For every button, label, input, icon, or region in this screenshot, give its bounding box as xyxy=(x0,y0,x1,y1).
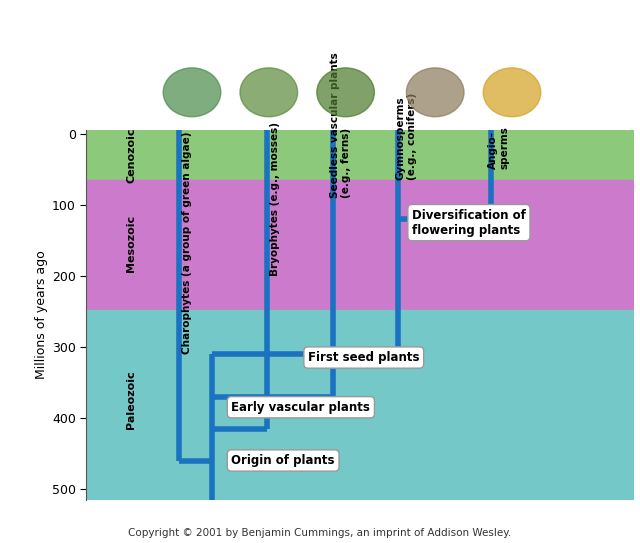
Text: Mesozoic: Mesozoic xyxy=(126,216,136,273)
Bar xyxy=(86,130,634,180)
Text: First seed plants: First seed plants xyxy=(308,351,419,364)
Text: Charophytes (a group of green algae): Charophytes (a group of green algae) xyxy=(182,131,192,354)
Text: Cenozoic: Cenozoic xyxy=(126,128,136,183)
Text: Bryophytes (e.g., mosses): Bryophytes (e.g., mosses) xyxy=(269,122,280,276)
Text: Seedless vascular plants
(e.g., ferns): Seedless vascular plants (e.g., ferns) xyxy=(330,52,351,198)
Y-axis label: Millions of years ago: Millions of years ago xyxy=(35,250,48,380)
Text: Origin of plants: Origin of plants xyxy=(232,454,335,467)
Bar xyxy=(86,310,634,500)
Bar xyxy=(86,180,634,310)
Text: Paleozoic: Paleozoic xyxy=(126,371,136,430)
Text: Early vascular plants: Early vascular plants xyxy=(232,401,371,414)
Text: Copyright © 2001 by Benjamin Cummings, an imprint of Addison Wesley.: Copyright © 2001 by Benjamin Cummings, a… xyxy=(129,528,511,538)
Text: Diversification of
flowering plants: Diversification of flowering plants xyxy=(412,209,526,237)
Text: Gymnosperms
(e.g., conifers): Gymnosperms (e.g., conifers) xyxy=(395,93,417,180)
Text: Angio-
sperms: Angio- sperms xyxy=(488,127,510,169)
